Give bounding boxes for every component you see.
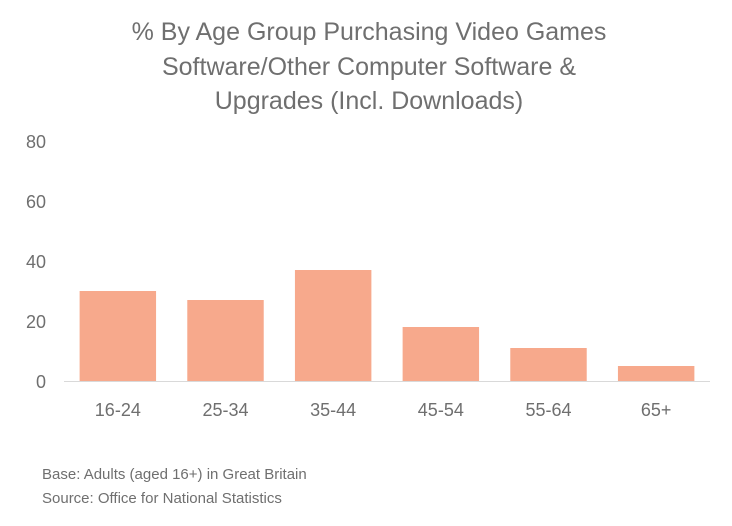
y-tick-label: 60 [26, 192, 46, 212]
bar-25-34 [187, 300, 264, 381]
x-tick-label: 16-24 [95, 400, 141, 420]
y-tick-label: 80 [26, 132, 46, 152]
y-tick-label: 0 [36, 372, 46, 392]
chart-title: % By Age Group Purchasing Video Games So… [132, 18, 607, 115]
base-note: Base: Adults (aged 16+) in Great Britain [42, 466, 307, 483]
y-tick-label: 20 [26, 312, 46, 332]
y-axis: 0 20 40 60 80 [26, 132, 46, 392]
bars [79, 270, 695, 381]
x-tick-label: 65+ [641, 400, 672, 420]
chart-title-line-3: Upgrades (Incl. Downloads) [215, 87, 523, 115]
bar-16-24 [79, 291, 157, 381]
chart-title-line-2: Software/Other Computer Software & [162, 53, 576, 81]
x-tick-label: 55-64 [525, 400, 571, 420]
x-tick-label: 35-44 [310, 400, 356, 420]
x-axis: 16-24 25-34 35-44 45-54 55-64 65+ [95, 400, 672, 420]
bar-65+ [617, 366, 695, 381]
source-note: Source: Office for National Statistics [42, 490, 282, 507]
x-tick-label: 45-54 [418, 400, 464, 420]
footnotes: Base: Adults (aged 16+) in Great Britain… [42, 466, 307, 507]
x-tick-label: 25-34 [202, 400, 248, 420]
y-tick-label: 40 [26, 252, 46, 272]
bar-55-64 [510, 348, 587, 381]
chart-title-line-1: % By Age Group Purchasing Video Games [132, 18, 607, 46]
bar-35-44 [294, 270, 372, 381]
bar-45-54 [402, 327, 480, 381]
